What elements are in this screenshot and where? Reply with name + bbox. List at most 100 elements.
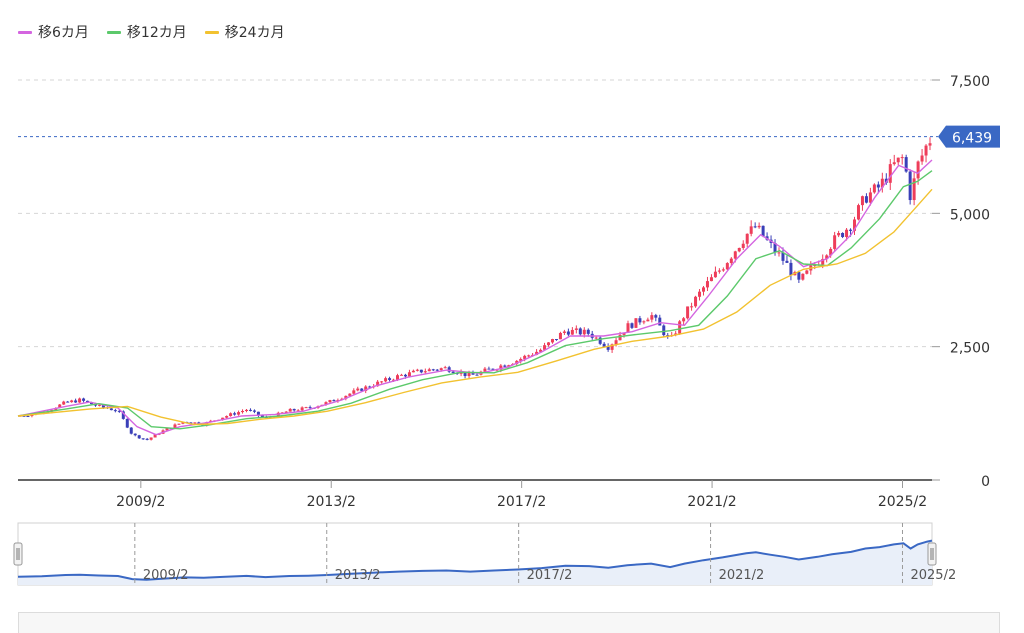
candle-body-54 — [233, 413, 237, 415]
candle-body-169 — [690, 306, 694, 308]
candle-body-142 — [582, 329, 586, 335]
candle-body-184 — [749, 226, 753, 234]
candle-body-145 — [594, 337, 598, 339]
candle-body-14 — [74, 400, 78, 403]
candle-body-173 — [705, 281, 709, 288]
navigator-handle-right[interactable] — [927, 542, 937, 566]
navigator-tick-label-4: 2025/2 — [910, 568, 956, 583]
candle-body-97 — [403, 374, 407, 377]
candle-body-209 — [849, 229, 853, 231]
candle-body-118 — [487, 368, 491, 370]
candle-body-34 — [153, 434, 157, 438]
candle-body-39 — [173, 424, 177, 429]
candle-body-190 — [773, 242, 777, 253]
candle-body-211 — [856, 205, 860, 220]
candle-body-58 — [248, 409, 252, 411]
candle-body-114 — [471, 373, 475, 375]
candle-body-24 — [113, 410, 117, 412]
candle-body-44 — [193, 422, 197, 424]
legend-label-ma6: 移6カ月 — [38, 25, 89, 41]
ma-line-0 — [17, 159, 933, 436]
candle-body-67 — [284, 411, 288, 413]
navigator-area — [18, 540, 932, 585]
candle-body-174 — [709, 277, 713, 282]
candle-body-212 — [860, 196, 864, 206]
candle-body-70 — [296, 410, 300, 412]
candle-body-98 — [407, 372, 411, 377]
candle-body-143 — [586, 329, 590, 334]
candle-body-77 — [324, 402, 328, 405]
candle-body-69 — [292, 408, 296, 411]
candle-body-146 — [598, 337, 602, 344]
candle-body-103 — [427, 369, 431, 372]
candle-body-25 — [117, 410, 121, 412]
legend-swatch-ma24 — [204, 30, 219, 34]
candle-body-68 — [288, 408, 292, 412]
candle-body-197 — [801, 273, 805, 280]
candle-body-102 — [423, 371, 427, 373]
candle-body-27 — [125, 418, 129, 428]
candle-body-59 — [252, 410, 256, 412]
candle-body-137 — [562, 331, 566, 333]
candle-body-185 — [753, 226, 757, 228]
candle-body-88 — [368, 386, 372, 388]
ma-line-2 — [17, 188, 933, 426]
candle-body-94 — [392, 379, 396, 381]
last-price-marker: 6,439 — [18, 125, 1000, 148]
legend-label-ma24: 移24カ月 — [224, 25, 285, 41]
candle-body-152 — [622, 332, 626, 335]
candle-body-101 — [419, 369, 423, 373]
candle-body-138 — [566, 331, 570, 335]
candle-body-206 — [837, 233, 841, 236]
candle-body-100 — [415, 369, 419, 371]
candle-body-57 — [245, 409, 248, 411]
candle-body-109 — [451, 371, 455, 373]
candle-body-113 — [467, 373, 471, 377]
legend-item-ma24[interactable]: 移24カ月 — [204, 22, 285, 42]
candle-body-78 — [328, 400, 332, 403]
candle-body-170 — [694, 296, 698, 307]
candle-body-196 — [797, 272, 801, 280]
y-axis-ticks: 0 2,500 5,000 7,500 — [932, 74, 990, 490]
candle-body-122 — [503, 365, 507, 367]
navigator-handle-left[interactable] — [13, 542, 23, 566]
candle-body-91 — [380, 381, 384, 383]
candle-body-92 — [384, 378, 388, 382]
candle-body-30 — [137, 435, 141, 439]
x-tick-label-2: 2017/2 — [497, 494, 546, 510]
candle-body-117 — [483, 368, 487, 372]
candle-body-104 — [431, 369, 435, 371]
candle-body-128 — [527, 355, 531, 357]
candle-body-156 — [638, 318, 642, 323]
candle-body-183 — [745, 233, 749, 244]
candle-body-215 — [872, 184, 876, 193]
candle-body-226 — [916, 161, 920, 179]
candle-body-108 — [447, 367, 451, 372]
candle-body-135 — [554, 339, 558, 341]
bottom-panel — [18, 612, 1000, 633]
candle-body-157 — [642, 321, 646, 323]
candle-body-1 — [22, 415, 26, 417]
candle-body-32 — [145, 438, 149, 440]
candle-body-17 — [86, 400, 90, 402]
ma-line-1 — [17, 170, 933, 430]
candle-body-40 — [177, 423, 181, 425]
navigator-tick-label-0: 2009/2 — [143, 568, 189, 583]
legend-item-ma12[interactable]: 移12カ月 — [106, 22, 187, 42]
candle-body-20 — [97, 404, 101, 406]
candle-body-33 — [149, 437, 153, 440]
candle-body-139 — [570, 329, 574, 335]
candle-body-155 — [634, 318, 638, 328]
candle-body-200 — [813, 264, 817, 266]
range-navigator[interactable]: 2009/2 2013/2 2017/2 2021/2 2025/2 — [13, 522, 956, 586]
candle-body-149 — [610, 344, 614, 350]
candle-body-83 — [348, 393, 352, 396]
candle-body-203 — [825, 255, 829, 259]
candle-body-12 — [66, 401, 70, 403]
candle-body-210 — [853, 219, 857, 231]
navigator-tick-label-3: 2021/2 — [719, 568, 765, 583]
legend-item-ma6[interactable]: 移6カ月 — [18, 22, 89, 42]
candle-body-208 — [845, 229, 849, 237]
candle-body-134 — [550, 339, 554, 343]
